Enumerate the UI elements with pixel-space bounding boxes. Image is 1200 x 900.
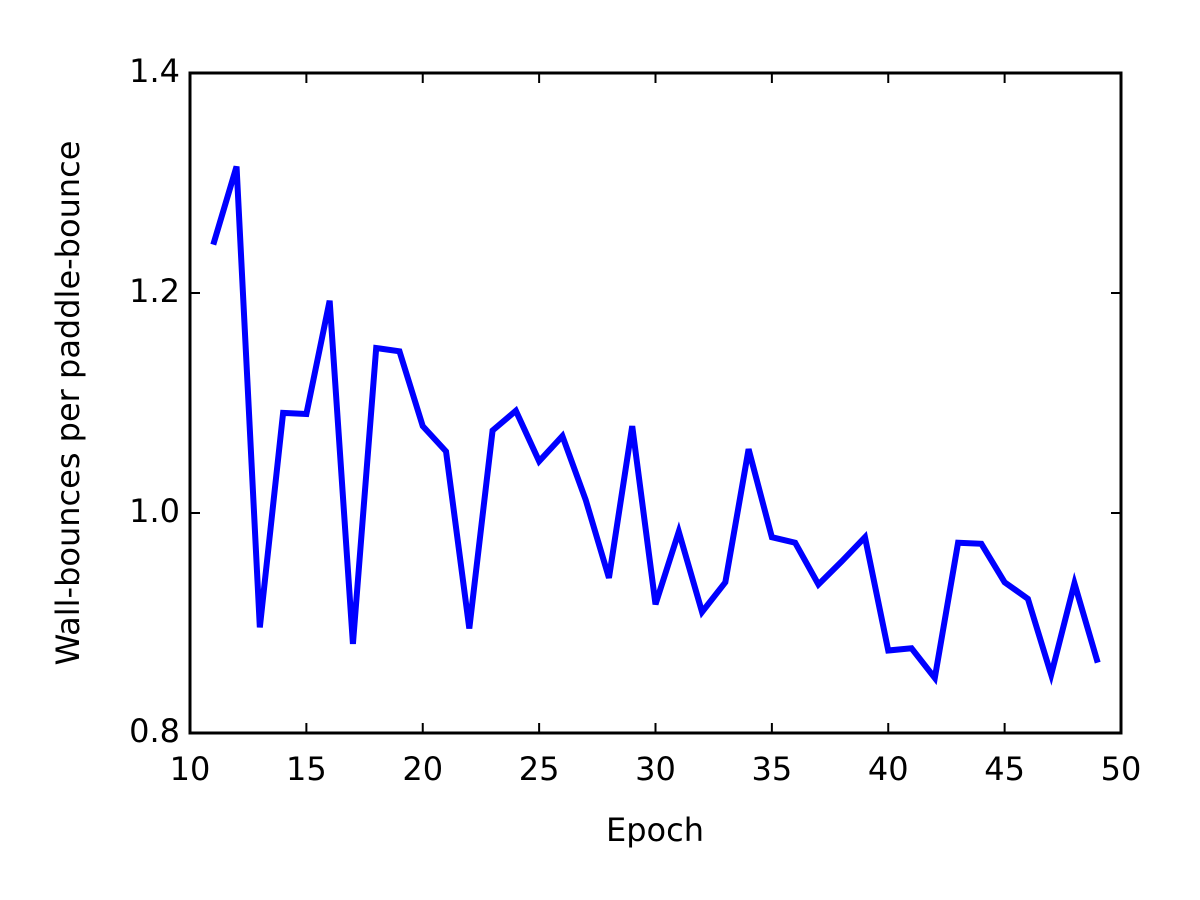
data-line [210, 165, 1101, 686]
x-tick-label: 20 [402, 750, 443, 788]
x-tick-label: 30 [635, 750, 676, 788]
y-tick-label: 1.0 [129, 492, 180, 530]
x-tick-label: 15 [286, 750, 327, 788]
x-tick-label: 35 [752, 750, 793, 788]
y-tick-label: 0.8 [129, 712, 180, 750]
plot-frame [188, 71, 1123, 735]
y-tick-label: 1.2 [129, 272, 180, 310]
x-tick-label: 25 [519, 750, 560, 788]
x-axis-label: Epoch [606, 811, 704, 849]
x-tick-label: 45 [984, 750, 1025, 788]
y-tick-label: 1.4 [129, 52, 180, 90]
x-tick-label: 10 [170, 750, 211, 788]
x-tick-label: 50 [1101, 750, 1142, 788]
x-tick-label: 40 [868, 750, 909, 788]
y-axis-label: Wall-bounces per paddle-bounce [49, 141, 87, 666]
